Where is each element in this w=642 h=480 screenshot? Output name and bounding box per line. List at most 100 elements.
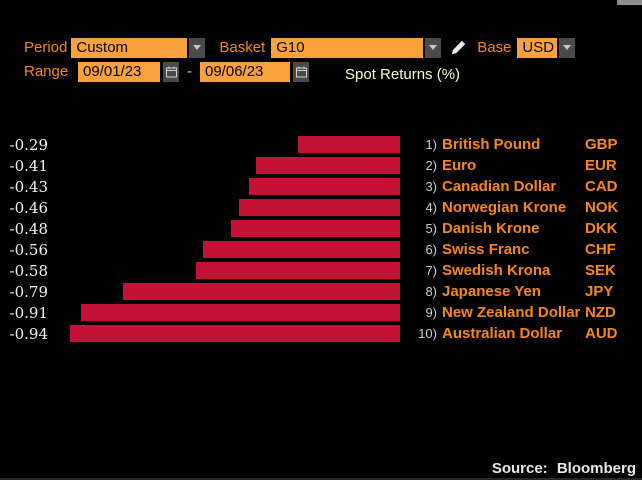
currency-ticker: CHF	[585, 241, 616, 258]
chart-row[interactable]: -0.94 10) Australian Dollar AUD	[0, 323, 642, 344]
row-labels: 10) Australian Dollar AUD	[400, 325, 642, 342]
basket-dropdown[interactable]: G10	[271, 37, 442, 58]
currency-name[interactable]: British Pound	[442, 136, 541, 153]
source-attribution: Source: Bloomberg	[491, 460, 636, 477]
currency-name[interactable]: Japanese Yen	[442, 283, 541, 300]
currency-ticker: NOK	[585, 199, 619, 216]
currency-ticker: AUD	[585, 325, 618, 342]
bar[interactable]	[203, 241, 400, 258]
bar[interactable]	[249, 178, 400, 195]
bar[interactable]	[123, 283, 400, 300]
bar-track	[48, 281, 400, 302]
range-start-field[interactable]: 09/01/23	[78, 61, 160, 82]
rank-label: 4)	[425, 200, 437, 215]
range-start-value[interactable]: 09/01/23	[78, 61, 160, 82]
bar-track	[48, 239, 400, 260]
period-dropdown-button[interactable]	[189, 37, 206, 58]
bar-value-label: -0.79	[9, 282, 48, 301]
bar[interactable]	[298, 136, 400, 153]
toolbar-row-1: Period Custom Basket G10 Base USD	[24, 37, 576, 58]
chart-row[interactable]: -0.46 4) Norwegian Krone NOK	[0, 197, 642, 218]
currency-name[interactable]: Australian Dollar	[442, 325, 563, 342]
row-labels: 9) New Zealand Dollar NZD	[400, 304, 642, 321]
row-labels: 4) Norwegian Krone NOK	[400, 199, 642, 216]
calendar-icon[interactable]	[163, 61, 179, 82]
bar-value-label: -0.94	[9, 324, 48, 343]
base-value[interactable]: USD	[517, 37, 558, 58]
bar[interactable]	[231, 220, 400, 237]
currency-name[interactable]: Norwegian Krone	[442, 199, 567, 216]
basket-dropdown-button[interactable]	[425, 37, 442, 58]
row-labels: 1) British Pound GBP	[400, 136, 642, 153]
range-end-field[interactable]: 09/06/23	[200, 61, 290, 82]
bar[interactable]	[256, 157, 400, 174]
bar-value-label: -0.56	[9, 240, 48, 259]
currency-ticker: JPY	[585, 283, 614, 300]
rank-label: 8)	[425, 284, 437, 299]
currency-ticker: CAD	[585, 178, 618, 195]
chart-row[interactable]: -0.41 2) Euro EUR	[0, 155, 642, 176]
chart-row[interactable]: -0.58 7) Swedish Krona SEK	[0, 260, 642, 281]
basket-value[interactable]: G10	[271, 37, 424, 58]
row-labels: 3) Canadian Dollar CAD	[400, 178, 642, 195]
currency-name[interactable]: Swiss Franc	[442, 241, 530, 258]
currency-name[interactable]: Danish Krone	[442, 220, 540, 237]
bar-track	[48, 134, 400, 155]
bar-track	[48, 155, 400, 176]
bar[interactable]	[239, 199, 400, 216]
calendar-icon[interactable]	[293, 61, 309, 82]
rank-label: 5)	[425, 221, 437, 236]
row-labels: 6) Swiss Franc CHF	[400, 241, 642, 258]
bottom-divider	[0, 478, 642, 480]
currency-ticker: GBP	[585, 136, 618, 153]
bar-value-label: -0.43	[9, 177, 48, 196]
bar-track	[48, 302, 400, 323]
chart-row[interactable]: -0.43 3) Canadian Dollar CAD	[0, 176, 642, 197]
range-separator: -	[187, 63, 192, 80]
rank-label: 7)	[425, 263, 437, 278]
rank-label: 3)	[425, 179, 437, 194]
bar-value-label: -0.46	[9, 198, 48, 217]
basket-label: Basket	[219, 39, 266, 56]
period-value[interactable]: Custom	[71, 37, 188, 58]
chevron-down-icon	[193, 45, 202, 50]
bar-track	[48, 218, 400, 239]
rank-label: 10)	[418, 326, 437, 341]
edit-pencil-icon[interactable]	[449, 39, 467, 57]
chart-row[interactable]: -0.91 9) New Zealand Dollar NZD	[0, 302, 642, 323]
bar-value-label: -0.48	[9, 219, 48, 238]
base-label: Base	[477, 39, 512, 56]
currency-name[interactable]: Euro	[442, 157, 477, 174]
currency-name[interactable]: New Zealand Dollar	[442, 304, 581, 321]
currency-ticker: SEK	[585, 262, 616, 279]
bar-track	[48, 323, 400, 344]
period-label: Period	[24, 39, 68, 56]
bar[interactable]	[70, 325, 400, 342]
rank-label: 6)	[425, 242, 437, 257]
rank-label: 2)	[425, 158, 437, 173]
toolbar-row-2: Range 09/01/23 - 09/06/23	[24, 61, 309, 82]
row-labels: 2) Euro EUR	[400, 157, 642, 174]
bar-value-label: -0.91	[9, 303, 48, 322]
rank-label: 1)	[425, 137, 437, 152]
row-labels: 5) Danish Krone DKK	[400, 220, 642, 237]
scrollbar-fragment[interactable]	[617, 0, 642, 5]
bar-track	[48, 197, 400, 218]
base-dropdown-button[interactable]	[559, 37, 576, 58]
bar[interactable]	[81, 304, 400, 321]
currency-name[interactable]: Swedish Krona	[442, 262, 551, 279]
currency-name[interactable]: Canadian Dollar	[442, 178, 557, 195]
chart-row[interactable]: -0.56 6) Swiss Franc CHF	[0, 239, 642, 260]
range-end-value[interactable]: 09/06/23	[200, 61, 290, 82]
base-dropdown[interactable]: USD	[517, 37, 576, 58]
chart-row[interactable]: -0.29 1) British Pound GBP	[0, 134, 642, 155]
bar[interactable]	[196, 262, 400, 279]
bar-value-label: -0.29	[9, 135, 48, 154]
range-label: Range	[24, 63, 69, 80]
chart-row[interactable]: -0.48 5) Danish Krone DKK	[0, 218, 642, 239]
row-labels: 8) Japanese Yen JPY	[400, 283, 642, 300]
period-dropdown[interactable]: Custom	[71, 37, 206, 58]
chart-row[interactable]: -0.79 8) Japanese Yen JPY	[0, 281, 642, 302]
bar-track	[48, 176, 400, 197]
